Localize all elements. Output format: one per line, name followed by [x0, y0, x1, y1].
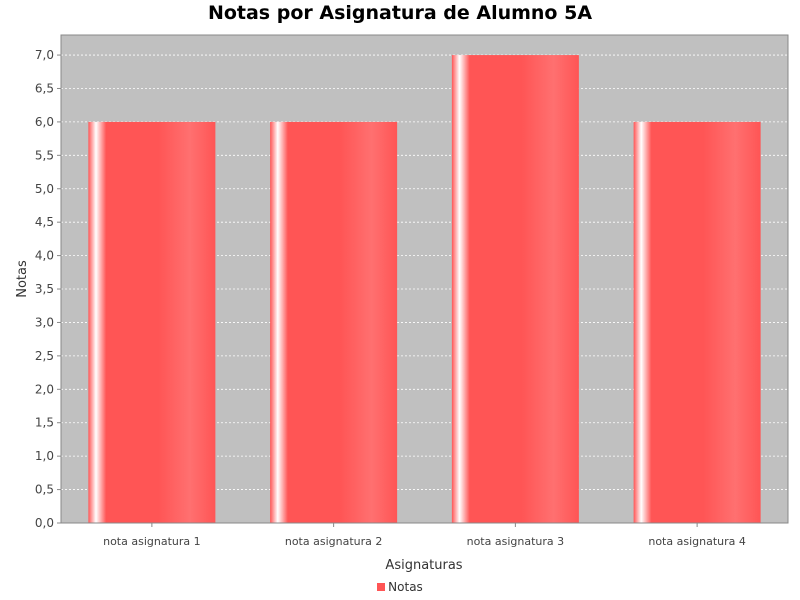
y-tick-label: 6,5	[35, 81, 54, 95]
y-tick-label: 3,0	[35, 315, 54, 329]
bar	[88, 121, 216, 523]
y-tick-label: 4,5	[35, 215, 54, 229]
y-tick-label: 2,0	[35, 382, 54, 396]
x-axis-label: Asignaturas	[385, 558, 462, 573]
y-axis-label: Notas	[15, 260, 30, 298]
x-tick-label: nota asignatura 1	[103, 535, 201, 548]
x-axis-ticks: nota asignatura 1 nota asignatura 2 nota a…	[103, 523, 746, 548]
chart-title: Notas por Asignatura de Alumno 5A	[207, 2, 593, 24]
y-tick-label: 5,0	[35, 182, 54, 196]
y-tick-label: 3,5	[35, 282, 54, 296]
legend-label: Notas	[388, 580, 423, 594]
y-axis-ticks: 0,0 0,5 1,0 1,5 2,0 2,5 3,0 3,5 4,0 4,5 5,0 5,5 6,0 6…	[35, 48, 61, 530]
bar	[270, 121, 398, 523]
legend-item: Notas	[377, 580, 423, 594]
bars	[88, 55, 761, 523]
bar	[633, 121, 761, 523]
x-tick-label: nota asignatura 4	[648, 535, 746, 548]
legend-swatch	[377, 583, 386, 591]
y-tick-label: 5,5	[35, 148, 54, 162]
y-tick-label: 0,5	[35, 483, 54, 497]
y-tick-label: 6,0	[35, 115, 54, 129]
x-tick-label: nota asignatura 3	[467, 535, 565, 548]
bar	[451, 55, 579, 523]
y-tick-label: 1,5	[35, 416, 54, 430]
y-tick-label: 2,5	[35, 349, 54, 363]
x-tick-label: nota asignatura 2	[285, 535, 383, 548]
y-tick-label: 4,0	[35, 249, 54, 263]
y-tick-label: 7,0	[35, 48, 54, 62]
y-tick-label: 0,0	[35, 516, 54, 530]
y-tick-label: 1,0	[35, 449, 54, 463]
legend: Notas	[0, 580, 800, 594]
